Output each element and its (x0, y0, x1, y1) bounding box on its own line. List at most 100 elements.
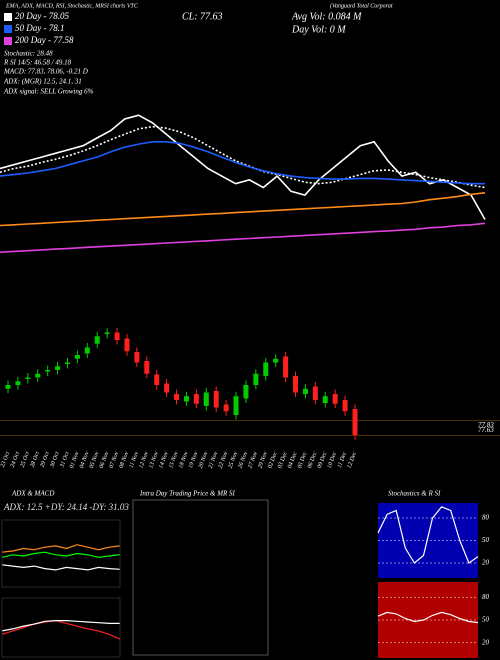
panel-frame (1, 597, 121, 658)
candle-body (302, 388, 308, 394)
x-tick-label: 06 Dec (307, 451, 319, 469)
legend-label: 200 Day - 77.58 (15, 35, 74, 45)
candle-body (25, 377, 31, 379)
legend-label: 20 Day - 78.05 (15, 11, 69, 21)
candle-body (174, 394, 180, 400)
x-tick-label: 15 Nov (168, 451, 180, 469)
x-tick-label: 05 Dec (297, 451, 309, 469)
chart-subtitle: (Vanguard Total Corporat (330, 2, 393, 9)
series-line (1, 551, 121, 558)
legend-label: 50 Day - 78.1 (15, 23, 65, 33)
candle-body (253, 373, 259, 385)
series-line (377, 611, 479, 624)
candle-body (312, 386, 318, 400)
candle-body (203, 392, 209, 406)
annotation: R SI 14/5: 46.58 / 49.18 (3, 59, 72, 67)
x-tick-label: 19 Nov (188, 451, 200, 469)
annotation: Stochastic: 28.48 (4, 50, 53, 58)
series-line (0, 222, 486, 253)
x-tick-label: 12 Dec (347, 451, 359, 469)
x-tick-label: 03 Dec (277, 451, 289, 469)
candle-body (5, 385, 11, 389)
y-tick-label: 80 (482, 514, 490, 522)
series-line (1, 544, 121, 553)
x-tick-label: 21 Nov (208, 451, 220, 469)
x-tick-label: 25 Nov (228, 451, 240, 469)
candle-body (263, 362, 269, 376)
legend-swatch (4, 37, 12, 45)
x-tick-label: 05 Nov (89, 451, 101, 469)
candle-body (342, 400, 348, 412)
candle-body (15, 381, 21, 385)
panel-title: Intra Day Trading Price & MR SI (139, 490, 236, 498)
x-tick-label: 26 Nov (238, 451, 250, 469)
x-tick-label: 11 Nov (129, 451, 140, 469)
x-tick-label: 23 Oct (0, 451, 11, 469)
panel-title: ADX & MACD (11, 490, 54, 498)
candle-body (154, 374, 160, 385)
candle-body (243, 385, 249, 399)
annotation: ADX: (MGR) 12.5, 24.1, 31 (3, 78, 82, 86)
y-tick-label: 20 (482, 559, 490, 567)
annotation: MACD: 77.83, 78.06, -0.21 D (3, 68, 88, 76)
candle-body (213, 391, 219, 408)
candle-body (293, 376, 299, 393)
close-label: CL: 77.63 (182, 11, 223, 22)
x-tick-label: 12 Nov (138, 451, 150, 469)
candle-body (124, 338, 130, 352)
x-tick-label: 08 Nov (119, 451, 131, 469)
x-tick-label: 22 Nov (218, 451, 230, 469)
x-tick-label: 11 Dec (337, 451, 348, 469)
x-tick-label: 25 Oct (20, 451, 31, 469)
candle-body (64, 362, 70, 364)
y-tick-label: 77.83 (478, 421, 494, 429)
legend-swatch (4, 13, 12, 21)
x-tick-label: 29 Oct (40, 451, 51, 469)
x-tick-label: 29 Nov (257, 451, 269, 469)
x-tick-label: 07 Nov (109, 451, 121, 469)
annotation: Day Vol: 0 M (291, 24, 346, 35)
candle-body (283, 356, 289, 378)
annotation: ADX signal: SELL Growing 6% (3, 88, 94, 96)
panel-title: Stochastics & R SI (388, 490, 441, 498)
candle-body (322, 396, 328, 403)
panel-frame (132, 499, 269, 656)
series-line (1, 620, 120, 632)
series-line (377, 506, 479, 564)
series-line (0, 192, 486, 227)
candle-body (84, 347, 90, 354)
candle-body (45, 370, 51, 372)
x-tick-label: 13 Nov (148, 451, 160, 469)
series-line (1, 619, 121, 640)
candle-body (273, 358, 279, 363)
candle-body (74, 355, 80, 359)
series-line (0, 141, 485, 185)
candle-body (352, 409, 358, 436)
y-tick-label: 50 (482, 536, 490, 544)
x-tick-label: 06 Nov (99, 451, 111, 469)
candle-body (104, 332, 110, 334)
candle-body (332, 394, 338, 404)
x-tick-label: 20 Nov (198, 451, 210, 469)
candle-body (35, 373, 41, 378)
x-tick-label: 27 Nov (248, 451, 260, 469)
series-line (0, 125, 486, 189)
x-tick-label: 10 Dec (327, 451, 339, 469)
candle-body (114, 332, 120, 340)
y-tick-label: 20 (482, 638, 490, 646)
legend-swatch (4, 25, 12, 33)
x-tick-label: 31 Oct (59, 451, 71, 469)
candle-body (193, 394, 199, 404)
series-line (0, 114, 486, 220)
candle-body (94, 336, 100, 344)
x-tick-label: 30 Oct (49, 451, 61, 469)
y-tick-label: 77.63 (478, 426, 494, 434)
candle-body (55, 366, 61, 370)
candle-body (233, 396, 239, 415)
series-line (1, 564, 121, 571)
annotation: Avg Vol: 0.084 M (291, 11, 362, 22)
chart-title: EMA, ADX, MACD, RSI, Stochastic, MRSI ch… (5, 3, 139, 9)
x-tick-label: 09 Dec (317, 451, 329, 469)
candle-body (223, 404, 229, 412)
